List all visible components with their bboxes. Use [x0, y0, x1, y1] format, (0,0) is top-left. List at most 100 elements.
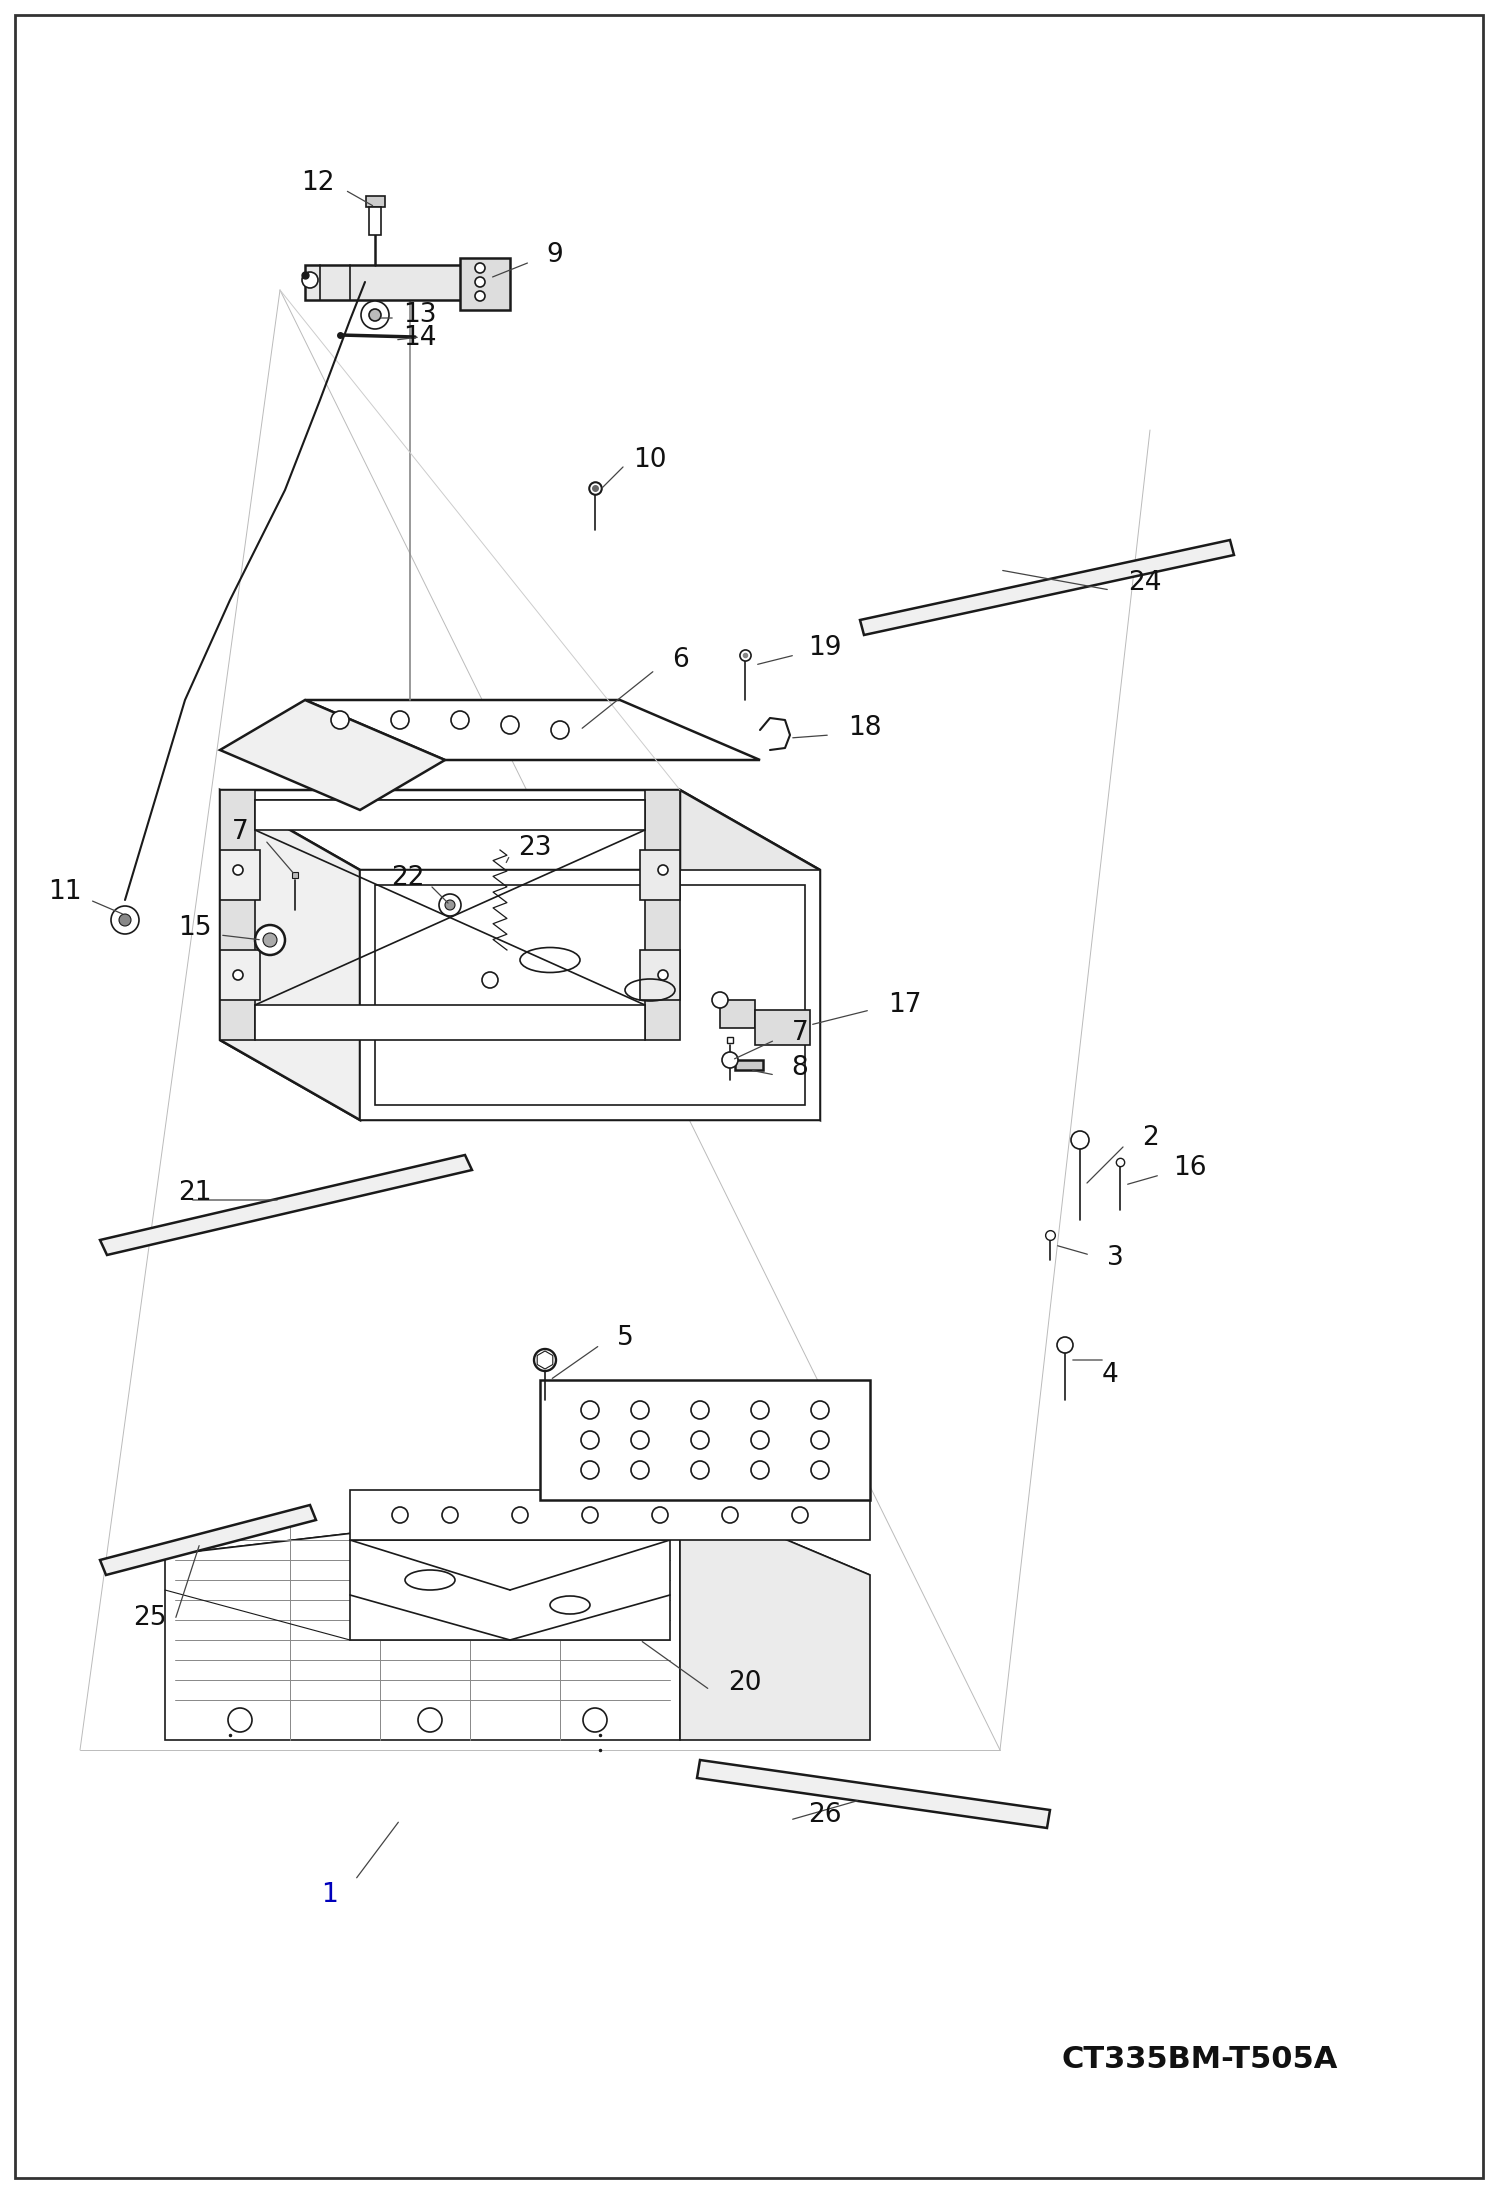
Polygon shape: [165, 1496, 870, 1636]
Circle shape: [631, 1401, 649, 1419]
Circle shape: [533, 1349, 556, 1371]
Circle shape: [581, 1401, 599, 1419]
Text: 22: 22: [391, 864, 425, 890]
Circle shape: [264, 932, 277, 947]
Circle shape: [228, 1708, 252, 1732]
Polygon shape: [255, 800, 646, 829]
Circle shape: [551, 721, 569, 739]
Circle shape: [475, 276, 485, 287]
Polygon shape: [366, 195, 385, 206]
Polygon shape: [374, 886, 804, 1105]
Circle shape: [1058, 1338, 1073, 1353]
Circle shape: [810, 1401, 828, 1419]
Circle shape: [1071, 1132, 1089, 1149]
Polygon shape: [220, 789, 255, 1039]
Circle shape: [583, 1507, 598, 1522]
Circle shape: [658, 969, 668, 980]
Polygon shape: [680, 1496, 870, 1739]
Polygon shape: [220, 851, 261, 899]
Polygon shape: [100, 1504, 316, 1575]
Text: 6: 6: [671, 647, 689, 673]
Circle shape: [392, 1507, 407, 1522]
Circle shape: [810, 1461, 828, 1478]
Text: 25: 25: [133, 1605, 166, 1632]
Polygon shape: [220, 1039, 819, 1121]
Text: 2: 2: [1141, 1125, 1158, 1151]
Polygon shape: [220, 950, 261, 1000]
Polygon shape: [860, 539, 1234, 636]
Text: 5: 5: [617, 1325, 634, 1351]
Text: 3: 3: [1107, 1246, 1124, 1272]
Text: 13: 13: [403, 303, 437, 329]
Polygon shape: [680, 789, 819, 1121]
Circle shape: [439, 895, 461, 917]
Polygon shape: [538, 1351, 553, 1368]
Circle shape: [722, 1507, 739, 1522]
Circle shape: [658, 864, 668, 875]
Text: 19: 19: [809, 636, 842, 660]
Polygon shape: [640, 950, 680, 1000]
Circle shape: [750, 1401, 768, 1419]
Text: 26: 26: [809, 1803, 842, 1829]
Circle shape: [691, 1461, 709, 1478]
Polygon shape: [646, 789, 680, 1039]
Circle shape: [581, 1461, 599, 1478]
Text: 17: 17: [888, 991, 921, 1018]
Polygon shape: [220, 700, 445, 809]
Text: 18: 18: [848, 715, 882, 741]
Polygon shape: [220, 789, 360, 1121]
Circle shape: [451, 711, 469, 728]
Circle shape: [810, 1432, 828, 1450]
Polygon shape: [539, 1379, 870, 1500]
Text: 14: 14: [403, 325, 437, 351]
Text: 7: 7: [791, 1020, 809, 1046]
Polygon shape: [255, 1004, 646, 1039]
Polygon shape: [360, 871, 819, 1121]
Circle shape: [652, 1507, 668, 1522]
Polygon shape: [306, 700, 759, 761]
Polygon shape: [640, 851, 680, 899]
Circle shape: [512, 1507, 527, 1522]
Text: 20: 20: [728, 1671, 762, 1695]
Circle shape: [255, 925, 285, 954]
Text: 24: 24: [1128, 570, 1162, 596]
Circle shape: [361, 300, 389, 329]
Circle shape: [445, 899, 455, 910]
Polygon shape: [351, 1489, 870, 1539]
Circle shape: [475, 292, 485, 300]
Text: 1: 1: [322, 1882, 339, 1908]
Circle shape: [631, 1432, 649, 1450]
Polygon shape: [165, 1496, 680, 1739]
Circle shape: [234, 969, 243, 980]
Polygon shape: [306, 265, 485, 300]
Polygon shape: [697, 1761, 1050, 1829]
Text: 12: 12: [301, 171, 334, 195]
Circle shape: [722, 1053, 739, 1068]
Text: 16: 16: [1173, 1156, 1207, 1182]
Bar: [369, 206, 380, 235]
Circle shape: [111, 906, 139, 934]
Circle shape: [331, 711, 349, 728]
Circle shape: [583, 1708, 607, 1732]
Text: 8: 8: [791, 1055, 809, 1081]
Circle shape: [475, 263, 485, 272]
Text: 15: 15: [178, 914, 211, 941]
Circle shape: [442, 1507, 458, 1522]
Circle shape: [391, 711, 409, 728]
Bar: [736, 1059, 762, 1070]
Text: 7: 7: [232, 818, 249, 844]
Circle shape: [691, 1401, 709, 1419]
Polygon shape: [100, 1156, 472, 1254]
Circle shape: [369, 309, 380, 320]
Circle shape: [118, 914, 130, 925]
Text: 23: 23: [518, 836, 551, 862]
Text: CT335BM-T505A: CT335BM-T505A: [1062, 2046, 1338, 2075]
Text: 21: 21: [178, 1180, 211, 1206]
Bar: [721, 1000, 755, 1029]
Circle shape: [750, 1461, 768, 1478]
Polygon shape: [220, 789, 819, 871]
Circle shape: [234, 864, 243, 875]
Circle shape: [750, 1432, 768, 1450]
Text: 4: 4: [1101, 1362, 1119, 1388]
Text: 9: 9: [547, 241, 563, 268]
